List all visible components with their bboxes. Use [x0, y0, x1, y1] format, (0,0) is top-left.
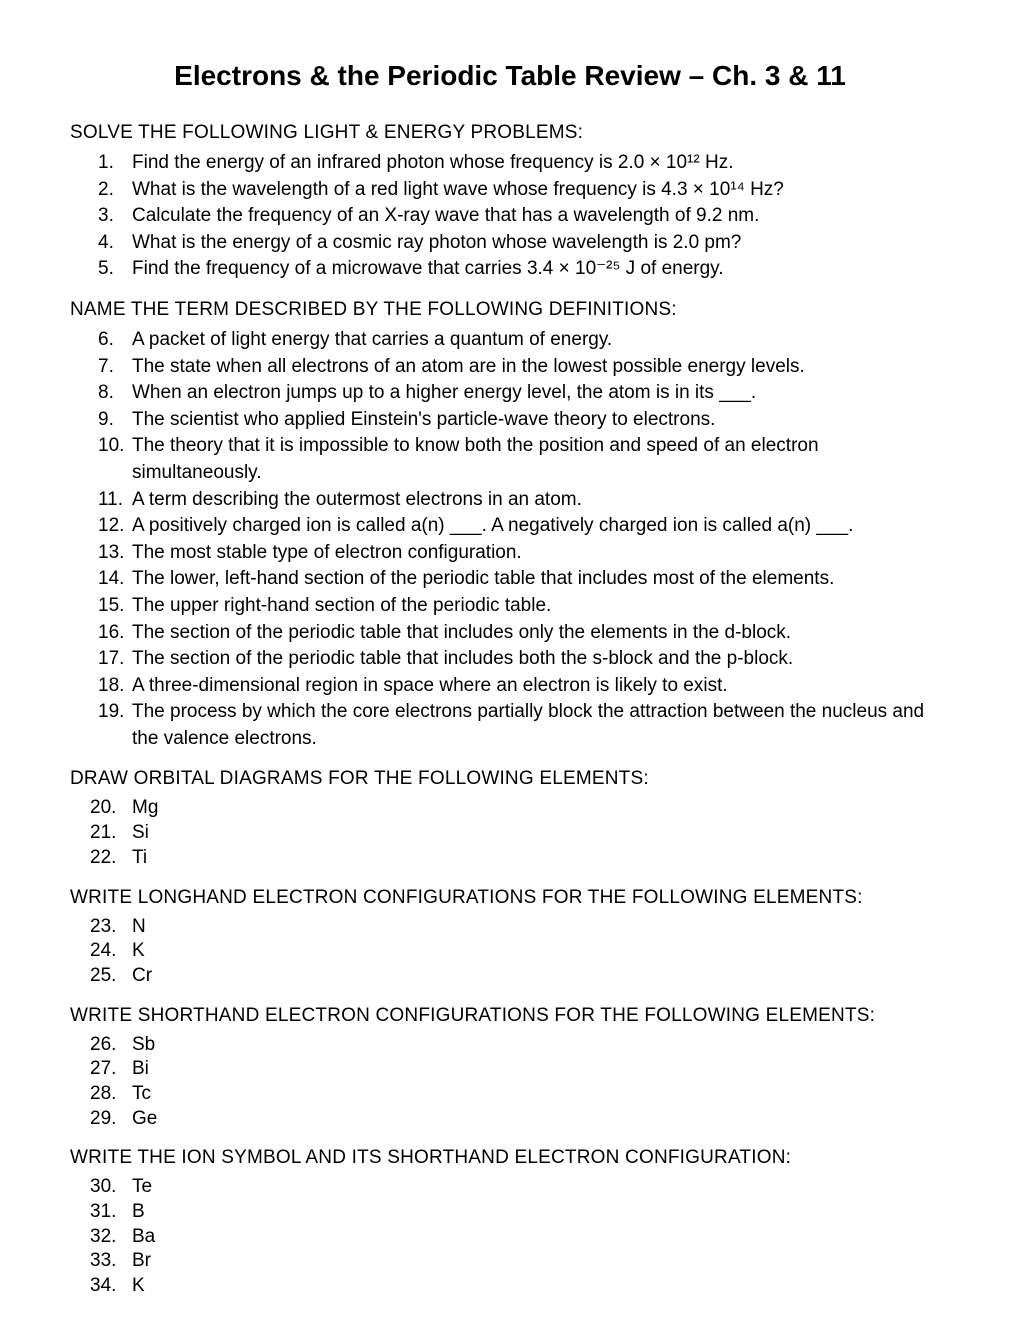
- section-heading: SOLVE THE FOLLOWING LIGHT & ENERGY PROBL…: [70, 122, 950, 144]
- question-item: Find the frequency of a microwave that c…: [132, 256, 950, 283]
- question-item: Calculate the frequency of an X-ray wave…: [132, 203, 950, 230]
- question-item: The upper right-hand section of the peri…: [132, 593, 950, 620]
- question-item: Ge: [132, 1107, 950, 1132]
- question-item: The scientist who applied Einstein's par…: [132, 407, 950, 434]
- question-list: A packet of light energy that carries a …: [70, 327, 950, 753]
- section-heading: WRITE THE ION SYMBOL AND ITS SHORTHAND E…: [70, 1147, 950, 1169]
- question-item: Find the energy of an infrared photon wh…: [132, 150, 950, 177]
- question-item: Te: [132, 1175, 950, 1200]
- question-item: Bi: [132, 1057, 950, 1082]
- question-item: Tc: [132, 1082, 950, 1107]
- question-item: The process by which the core electrons …: [132, 699, 950, 752]
- question-item: Br: [132, 1249, 950, 1274]
- section-heading: DRAW ORBITAL DIAGRAMS FOR THE FOLLOWING …: [70, 768, 950, 790]
- question-item: Cr: [132, 964, 950, 989]
- question-item: The state when all electrons of an atom …: [132, 354, 950, 381]
- question-item: When an electron jumps up to a higher en…: [132, 380, 950, 407]
- question-list: TeBBaBrK: [70, 1175, 950, 1298]
- question-list: SbBiTcGe: [70, 1033, 950, 1132]
- question-item: B: [132, 1200, 950, 1225]
- question-item: Si: [132, 821, 950, 846]
- question-item: Ba: [132, 1225, 950, 1250]
- question-item: K: [132, 939, 950, 964]
- question-item: K: [132, 1274, 950, 1299]
- question-item: Mg: [132, 796, 950, 821]
- question-item: A packet of light energy that carries a …: [132, 327, 950, 354]
- question-item: The most stable type of electron configu…: [132, 540, 950, 567]
- question-item: The lower, left-hand section of the peri…: [132, 566, 950, 593]
- section-heading: NAME THE TERM DESCRIBED BY THE FOLLOWING…: [70, 299, 950, 321]
- page-title: Electrons & the Periodic Table Review – …: [70, 60, 950, 92]
- question-item: Ti: [132, 846, 950, 871]
- question-item: N: [132, 915, 950, 940]
- section-heading: WRITE SHORTHAND ELECTRON CONFIGURATIONS …: [70, 1005, 950, 1027]
- question-item: What is the wavelength of a red light wa…: [132, 177, 950, 204]
- question-item: A term describing the outermost electron…: [132, 487, 950, 514]
- question-item: Sb: [132, 1033, 950, 1058]
- question-item: A three-dimensional region in space wher…: [132, 673, 950, 700]
- question-item: The section of the periodic table that i…: [132, 646, 950, 673]
- question-item: The theory that it is impossible to know…: [132, 433, 950, 486]
- question-item: A positively charged ion is called a(n) …: [132, 513, 950, 540]
- question-list: NKCr: [70, 915, 950, 989]
- question-list: MgSiTi: [70, 796, 950, 870]
- question-list: Find the energy of an infrared photon wh…: [70, 150, 950, 283]
- question-item: What is the energy of a cosmic ray photo…: [132, 230, 950, 257]
- question-item: The section of the periodic table that i…: [132, 620, 950, 647]
- section-heading: WRITE LONGHAND ELECTRON CONFIGURATIONS F…: [70, 887, 950, 909]
